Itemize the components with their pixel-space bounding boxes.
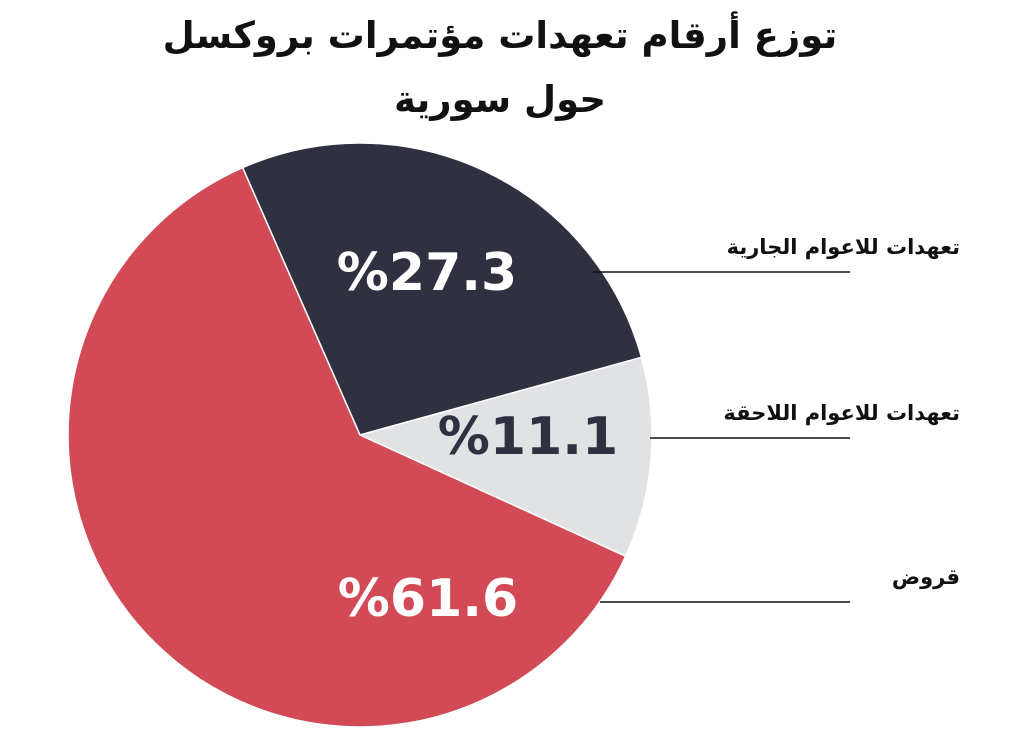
slice-label: %61.6 [338, 569, 518, 629]
pie-slice [241, 142, 643, 436]
category-label: تعهدات للاعوام الجارية [727, 235, 960, 259]
slice-label: %11.1 [438, 407, 618, 467]
pie-slice [67, 166, 627, 728]
category-label: قروض [892, 565, 960, 589]
slice-label: %27.3 [337, 243, 517, 303]
category-label: تعهدات للاعوام اللاحقة [723, 401, 960, 425]
chart-title: توزع أرقام تعهدات مؤتمرات بروكسل حول سور… [162, 14, 838, 121]
pie-slice [357, 356, 653, 558]
